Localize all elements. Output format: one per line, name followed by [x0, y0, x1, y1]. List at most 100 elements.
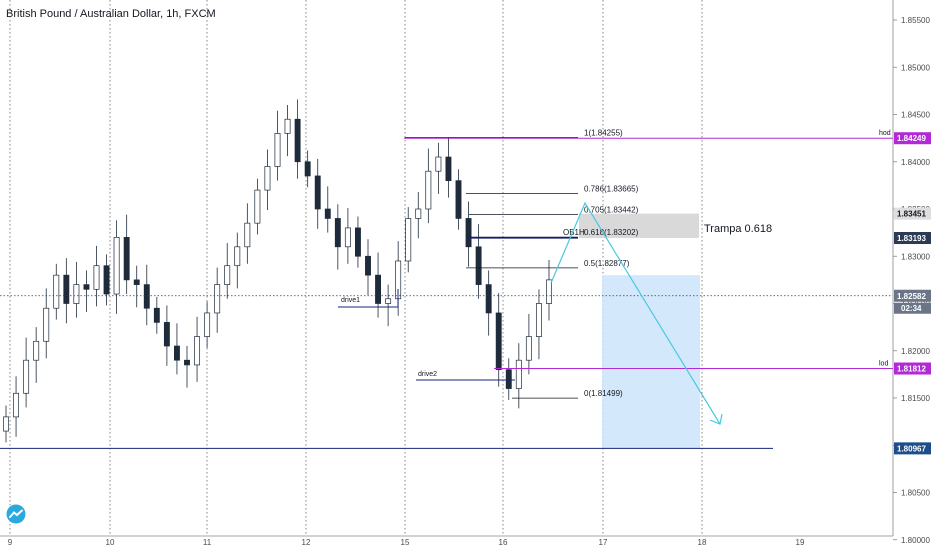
trampa-label: Trampa 0.618 [704, 223, 772, 235]
candle-down [365, 255, 371, 276]
x-tick-label: 9 [8, 538, 13, 547]
projection-arrow [550, 201, 721, 425]
y-tick-label: 1.85500 [901, 16, 930, 25]
candle-up [204, 312, 211, 337]
price-tag [894, 289, 931, 302]
fib-label: 1(1.84255) [584, 129, 623, 138]
candle-up [525, 336, 532, 361]
fib-label: 0.786(1.83665) [584, 184, 639, 193]
price-tag-label: 1.82582 [897, 292, 926, 301]
fib-label: 0.5(1.82877) [584, 259, 630, 268]
candle-up [344, 227, 351, 248]
candle-up [33, 340, 40, 361]
candle-up [93, 265, 100, 290]
candle-up [194, 336, 201, 366]
candle-up [53, 274, 60, 309]
candle-down [354, 227, 361, 257]
candle-down [294, 118, 301, 163]
candle-down [163, 322, 170, 347]
candle-down [375, 274, 382, 304]
candle-down [184, 359, 190, 366]
candle-down [133, 279, 140, 285]
candle-up [425, 170, 432, 210]
candle-down [324, 208, 331, 219]
candle-up [435, 156, 442, 172]
target-zone [602, 275, 700, 449]
y-tick-label: 1.83000 [901, 252, 930, 261]
candle-up [244, 222, 251, 248]
y-tick-label: 1.85000 [901, 63, 930, 72]
candle-up [405, 218, 412, 262]
y-tick-label: 1.84500 [901, 111, 930, 120]
candle-down [304, 161, 311, 177]
candle-up [274, 133, 281, 167]
ob-label: OB1H [563, 228, 585, 237]
candle-down [334, 218, 341, 248]
price-tag [894, 362, 931, 375]
candle-up [113, 237, 120, 295]
candle-down [485, 284, 492, 314]
timer-label: 02:34 [901, 304, 922, 313]
chart-title: British Pound / Australian Dollar, 1h, F… [6, 8, 216, 20]
y-tick-label: 1.84000 [901, 158, 930, 167]
candle-down [103, 265, 110, 295]
zones [579, 213, 700, 449]
fib-label: 0.618(1.83202) [584, 228, 639, 237]
arrow-head-icon [709, 413, 723, 425]
price-tag-name: lod [879, 361, 888, 368]
x-tick-label: 17 [599, 538, 608, 547]
x-tick-label: 12 [302, 538, 311, 547]
price-tag-label: 1.80967 [897, 444, 926, 453]
x-tick-label: 11 [203, 538, 212, 547]
candle-down [314, 175, 321, 210]
candle-up [385, 298, 392, 304]
price-tag [894, 232, 931, 245]
y-tick-label: 1.80500 [901, 489, 930, 498]
candle-down [445, 156, 452, 181]
y-tick-label: 1.80000 [901, 536, 930, 545]
candle-up [515, 359, 522, 389]
y-tick-label: 1.82000 [901, 347, 930, 356]
candle-up [234, 246, 241, 267]
price-tag-label: 1.83193 [897, 234, 926, 243]
candle-up [284, 118, 291, 134]
x-tick-label: 15 [401, 538, 410, 547]
candle-up [264, 166, 271, 191]
price-tag-name: hod [879, 130, 891, 137]
price-tag [894, 207, 931, 220]
drive1-label: drive1 [341, 297, 360, 304]
candle-down [153, 307, 160, 323]
price-tag [894, 132, 931, 145]
candle-down [455, 180, 462, 219]
candle-down [173, 345, 180, 361]
candle-down [475, 246, 482, 285]
timer-tag [894, 302, 931, 314]
candle-down [495, 312, 502, 371]
tradingview-logo-icon[interactable] [6, 504, 26, 524]
candle-down [465, 218, 472, 248]
candle-up [23, 359, 30, 394]
overlays: 1(1.84255) 0.786(1.83665) 0.705(1.83442) 0.… [0, 129, 893, 449]
candle-up [43, 307, 50, 342]
candle-down [143, 284, 150, 309]
x-tick-label: 16 [499, 538, 508, 547]
price-tag-label: 1.83451 [897, 210, 926, 219]
candle-down [83, 284, 90, 290]
candle-up [3, 416, 9, 432]
price-tag-label: 1.81812 [897, 365, 926, 374]
price-tag-label: 1.84249 [897, 134, 926, 143]
fib-label: 0(1.81499) [584, 389, 623, 398]
x-tick-label: 19 [796, 538, 805, 547]
price-tag [894, 442, 931, 455]
y-tick-label: 1.81500 [901, 394, 930, 403]
drive2-label: drive2 [418, 371, 437, 378]
candle-up [535, 303, 542, 337]
candle-down [63, 274, 70, 304]
x-tick-label: 18 [698, 538, 707, 547]
candle-up [13, 392, 20, 418]
candle-up [415, 208, 422, 219]
candle-up [546, 279, 552, 304]
candle-down [505, 369, 512, 389]
